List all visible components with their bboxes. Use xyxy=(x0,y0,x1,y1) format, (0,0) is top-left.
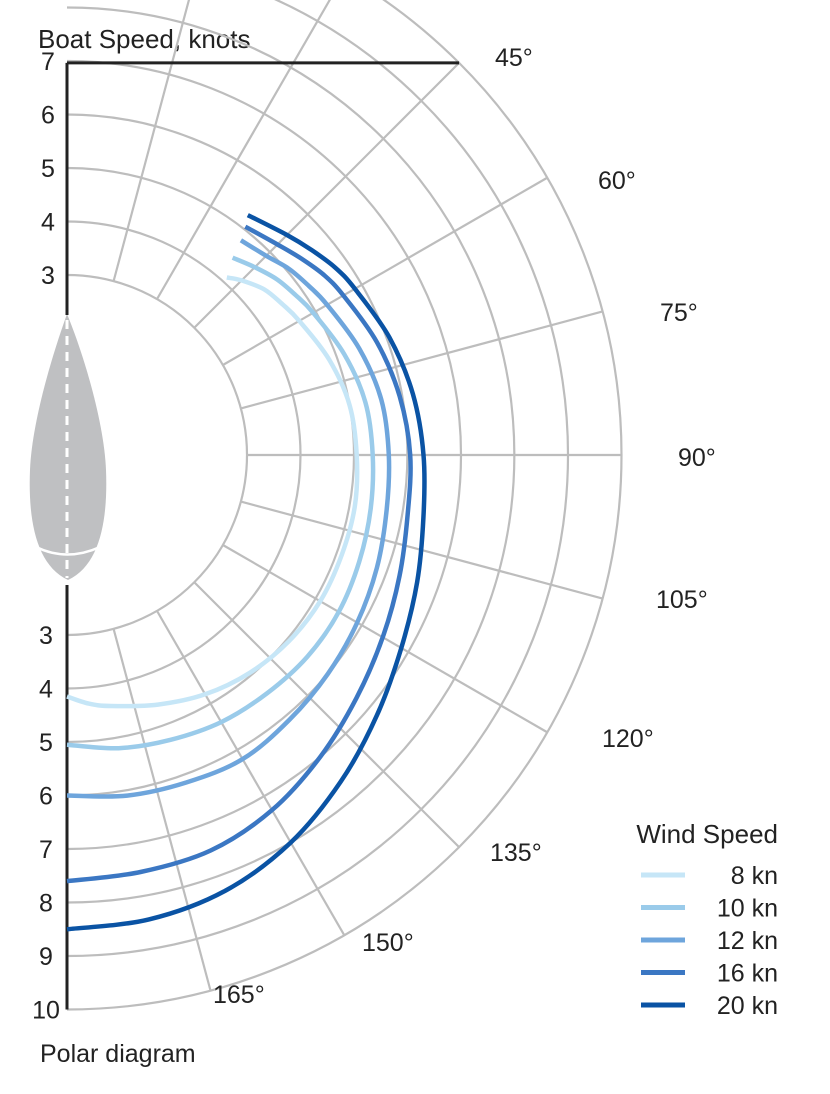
angle-label-60: 60° xyxy=(598,167,636,195)
series-curves xyxy=(66,213,427,932)
angle-label-165: 165° xyxy=(213,981,265,1009)
angle-label-120: 120° xyxy=(602,725,654,753)
boat-icon xyxy=(29,314,107,580)
grid-spoke-75 xyxy=(240,310,603,410)
legend-title: Wind Speed xyxy=(636,819,778,849)
grid-spoke-45 xyxy=(193,62,460,329)
grid-spoke-150 xyxy=(156,610,346,936)
angle-label-105: 105° xyxy=(656,586,708,614)
grid-spoke-120 xyxy=(222,544,548,734)
legend-label-8-kn: 8 kn xyxy=(731,862,778,890)
angle-labels: 45° 60° 75° 90° 105° 120° 135° 150° 165° xyxy=(213,44,716,1009)
upper-tick-label-5: 5 xyxy=(41,155,55,183)
grid-spoke-60 xyxy=(222,176,548,366)
lower-tick-label-5: 5 xyxy=(39,729,53,757)
angle-label-75: 75° xyxy=(660,299,698,327)
grid-spoke-165 xyxy=(112,628,212,991)
legend-label-12-kn: 12 kn xyxy=(717,927,778,955)
upper-tick-label-7: 7 xyxy=(41,48,55,76)
grid-circle-3 xyxy=(66,273,249,637)
series-line-16-kn xyxy=(66,224,413,884)
grid-spoke-135 xyxy=(193,581,460,848)
upper-tick-label-4: 4 xyxy=(41,209,55,237)
grid-spoke-30 xyxy=(156,0,331,300)
lower-tick-label-9: 9 xyxy=(39,943,53,971)
speed-axis: 7 6 5 4 3 3 4 5 6 7 8 9 10 xyxy=(32,48,69,1025)
chart-title: Polar diagram xyxy=(40,1040,196,1068)
lower-tick-label-10: 10 xyxy=(32,997,60,1025)
lower-tick-label-3: 3 xyxy=(39,622,53,650)
series-line-20-kn xyxy=(66,213,427,932)
legend-label-10-kn: 10 kn xyxy=(717,895,778,923)
angle-label-45: 45° xyxy=(495,44,533,72)
series-line-8-kn xyxy=(66,275,360,709)
series-line-10-kn xyxy=(66,255,376,751)
series-line-12-kn xyxy=(66,238,392,799)
lower-tick-label-4: 4 xyxy=(39,676,53,704)
angle-label-150: 150° xyxy=(362,929,414,957)
y-axis-title: Boat Speed, knots xyxy=(38,24,250,54)
legend: Wind Speed 8 kn 10 kn 12 kn 16 kn 20 kn xyxy=(636,819,778,1020)
lower-tick-label-6: 6 xyxy=(39,783,53,811)
boat-hull-icon xyxy=(29,314,107,580)
angle-label-135: 135° xyxy=(490,839,542,867)
upper-tick-label-3: 3 xyxy=(41,262,55,290)
grid-spoke-15 xyxy=(112,0,191,282)
legend-label-20-kn: 20 kn xyxy=(717,992,778,1020)
upper-tick-label-6: 6 xyxy=(41,102,55,130)
lower-tick-label-8: 8 xyxy=(39,890,53,918)
angle-label-90: 90° xyxy=(678,444,716,472)
legend-label-16-kn: 16 kn xyxy=(717,960,778,988)
lower-tick-label-7: 7 xyxy=(39,836,53,864)
boat-stern-line xyxy=(35,545,101,556)
